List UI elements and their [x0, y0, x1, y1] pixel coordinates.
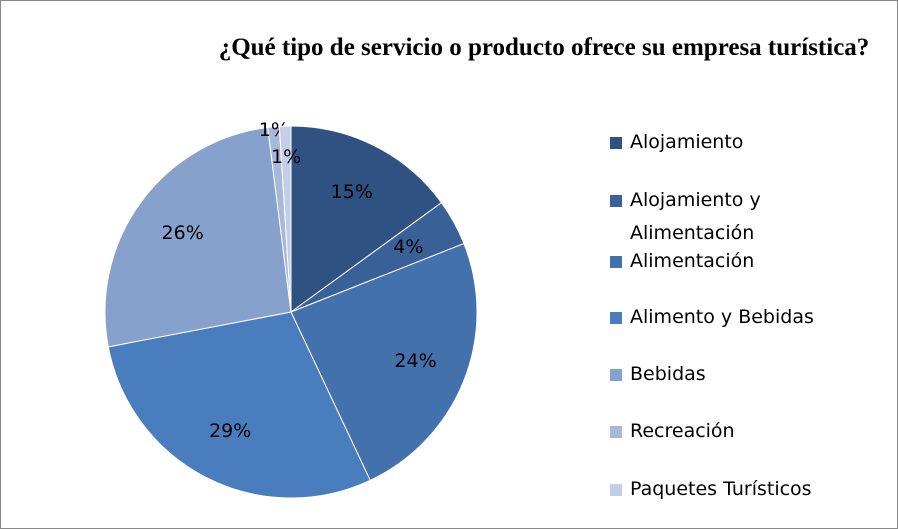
data-label: 15% — [331, 181, 373, 203]
legend-item: Recreación — [610, 415, 840, 448]
legend-item: Bebidas — [610, 358, 840, 391]
legend-label: Recreación — [630, 420, 735, 442]
data-label: 4% — [393, 236, 423, 258]
data-label: 1% — [271, 146, 301, 168]
data-label: 24% — [394, 350, 436, 372]
legend-label: Paquetes Turísticos — [630, 478, 812, 500]
pie-slice — [290, 125, 443, 313]
data-label: 29% — [209, 420, 251, 442]
legend-swatch — [610, 195, 622, 207]
legend-swatch — [610, 426, 622, 438]
pie-slice — [290, 242, 478, 481]
legend-label: Bebidas — [630, 363, 706, 385]
pie-slice — [104, 126, 292, 348]
data-label: 26% — [162, 222, 204, 244]
legend-item: Paquetes Turísticos — [610, 473, 840, 506]
chart-title: ¿Qué tipo de servicio o producto ofrece … — [218, 34, 870, 61]
legend-label: Alimento y Bebidas — [630, 306, 814, 328]
legend-swatch — [610, 312, 622, 324]
legend-item: Alojamiento — [610, 126, 840, 159]
pie-slice — [278, 125, 292, 313]
legend-item: Alojamiento y Alimentación — [610, 184, 840, 250]
pie-slice — [107, 311, 371, 499]
legend-swatch — [610, 137, 622, 149]
legend-item: Alimento y Bebidas — [610, 301, 840, 334]
legend-item: Alimentación — [610, 245, 840, 278]
legend-label: Alimentación — [630, 250, 755, 272]
legend-swatch — [610, 484, 622, 496]
legend-swatch — [610, 369, 622, 381]
legend-label: Alojamiento — [630, 131, 744, 153]
legend-label: Alojamiento y Alimentación — [630, 189, 761, 244]
legend-swatch — [610, 256, 622, 268]
